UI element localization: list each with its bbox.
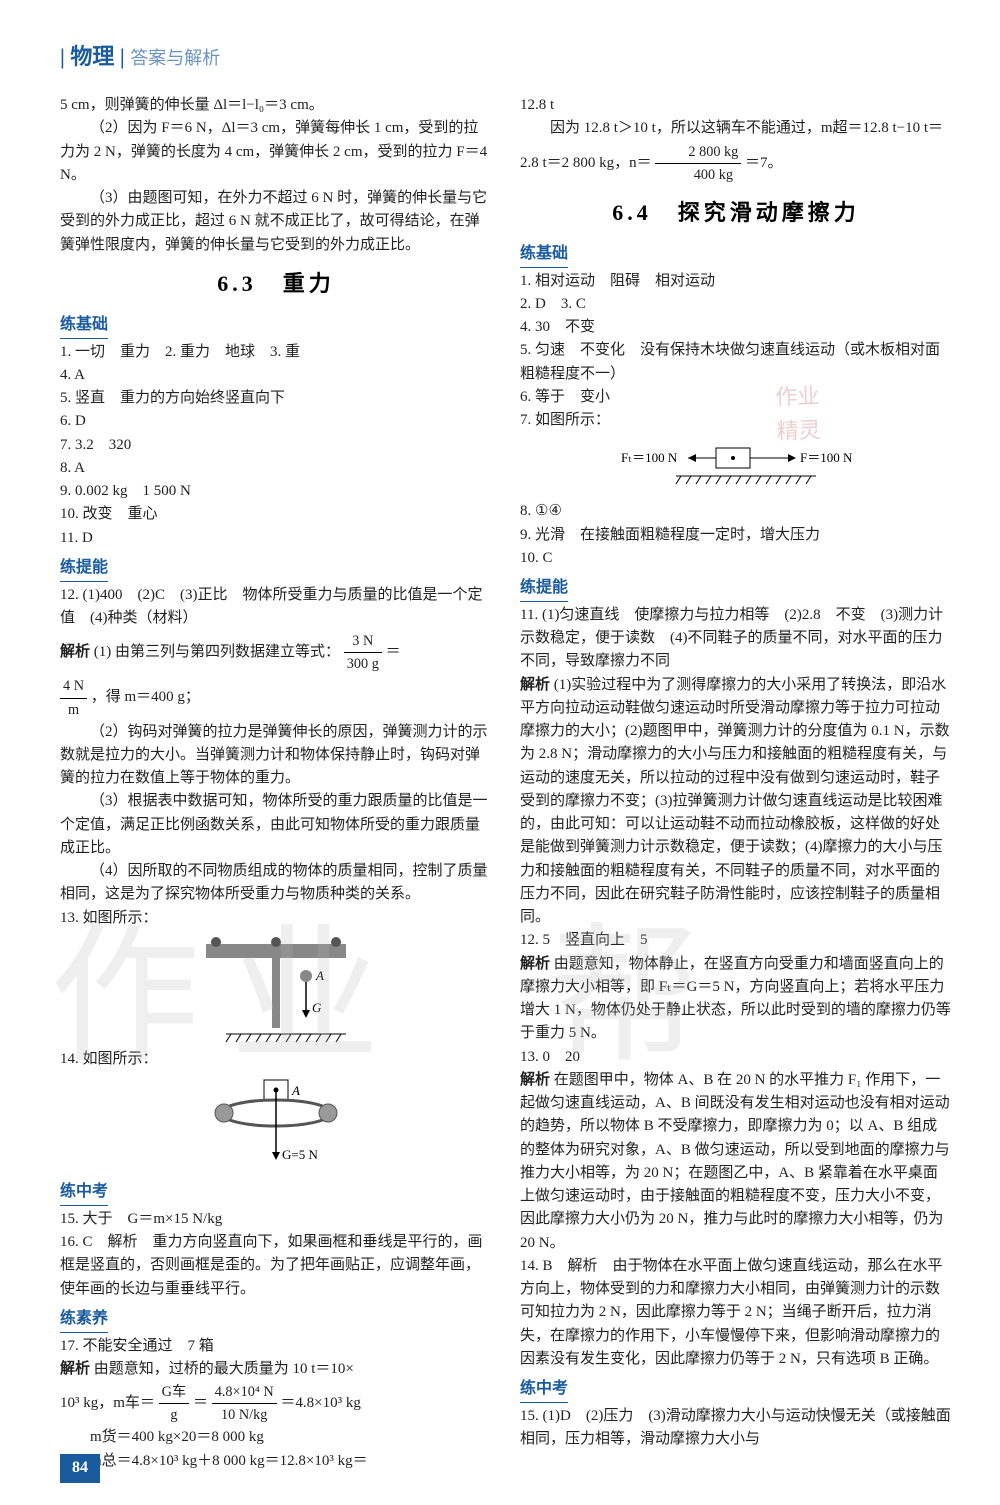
list-item: 2. D 3. C xyxy=(520,293,952,316)
figure-14: A G=5 N xyxy=(186,1075,366,1170)
q13b: 解析 在题图甲中，物体 A、B 在 20 N 的水平推力 F₁ 作用下，一起做匀… xyxy=(520,1069,952,1255)
fraction: 3 N300 g xyxy=(344,630,382,675)
sub-zhongkao: 练中考 xyxy=(60,1180,108,1206)
columns: 5 cm，则弹簧的伸长量 Δl＝l−l₀＝3 cm。 （2）因为 F＝6 N，Δ… xyxy=(60,94,952,1473)
text: ＝4.8×10³ kg xyxy=(280,1395,360,1411)
list-item: 8. ①④ xyxy=(520,500,952,523)
q11b: 解析 (1)实验过程中为了测得摩擦力的大小采用了转换法，即沿水平方向拉动运动鞋做… xyxy=(520,674,952,930)
fraction: 4 Nm xyxy=(60,675,87,720)
text: (1) 由第三列与第四列数据建立等式： xyxy=(94,644,340,660)
list-item: 9. 光滑 在接触面粗糙程度一定时，增大压力 xyxy=(520,524,952,547)
q17a: 17. 不能安全通过 7 箱 xyxy=(60,1335,492,1358)
jiexi-label: 解析 xyxy=(520,677,550,693)
list-item: 5. 竖直 重力的方向始终竖直向下 xyxy=(60,387,492,410)
q17b: 解析 由题意知，过桥的最大质量为 10 t＝10× xyxy=(60,1358,492,1381)
section-6-3-title: 6.3 重力 xyxy=(60,267,492,301)
pre-line: 5 cm，则弹簧的伸长量 Δl＝l−l₀＝3 cm。 xyxy=(60,94,492,117)
sub-jichu-r: 练基础 xyxy=(520,242,568,268)
text: ，得 m＝400 g； xyxy=(91,689,200,705)
eq: ＝ xyxy=(193,1395,208,1411)
text: 10³ kg，m车＝ xyxy=(60,1395,155,1411)
list-item: 6. 等于 变小 xyxy=(520,386,952,409)
jiexi-label: 解析 xyxy=(520,1072,550,1088)
list-item: 1. 一切 重力 2. 重力 地球 3. 重 xyxy=(60,341,492,364)
fraction: G车g xyxy=(159,1381,190,1426)
sub-tineng-r: 练提能 xyxy=(520,576,568,602)
list-item: 5. 匀速 不变化 没有保持木块做匀速直线运动（或木板相对面粗糙程度不一） xyxy=(520,339,952,386)
q13a: 13. 0 20 xyxy=(520,1046,952,1069)
svg-text:A: A xyxy=(315,968,324,983)
list-item: 8. A xyxy=(60,457,492,480)
jiexi-label: 解析 xyxy=(60,644,90,660)
top-line: 因为 12.8 t＞10 t，所以这辆车不能通过，m超＝12.8 t−10 t＝… xyxy=(520,117,952,185)
q13: 13. 如图所示： xyxy=(60,907,492,930)
q12-2: （2）钩码对弹簧的拉力是弹簧伸长的原因，弹簧测力计的示数就是拉力的大小。当弹簧测… xyxy=(60,721,492,791)
q17c: 10³ kg，m车＝ G车g ＝ 4.8×10⁴ N10 N/kg ＝4.8×1… xyxy=(60,1381,492,1426)
svg-text:G=5 N: G=5 N xyxy=(282,1147,318,1162)
list-item: 6. D xyxy=(60,410,492,433)
sub-suyang: 练素养 xyxy=(60,1307,108,1333)
list-item: 11. D xyxy=(60,527,492,550)
pre-line: （3）由题图可知，在外力不超过 6 N 时，弹簧的伸长量与它受到的外力成正比，超… xyxy=(60,187,492,257)
sub-zhongkao-r: 练中考 xyxy=(520,1377,568,1403)
svg-text:G: G xyxy=(312,1000,322,1015)
text: (1)实验过程中为了测得摩擦力的大小采用了转换法，即沿水平方向拉动运动鞋做匀速运… xyxy=(520,677,950,926)
q14-r: 14. B 解析 由于物体在水平面上做匀速直线运动，那么在水平方向上，物体受到的… xyxy=(520,1255,952,1371)
sub-jichu: 练基础 xyxy=(60,313,108,339)
list-item: 10. 改变 重心 xyxy=(60,503,492,526)
q12-cont: 4 Nm ，得 m＝400 g； xyxy=(60,675,492,720)
page-number: 84 xyxy=(60,1454,100,1483)
q12-head: 12. (1)400 (2)C (3)正比 物体所受重力与质量的比值是一个定值 … xyxy=(60,584,492,631)
q12-jiexi: 解析 (1) 由第三列与第四列数据建立等式： 3 N300 g ＝ xyxy=(60,630,492,675)
fraction: 2 800 kg400 kg xyxy=(655,141,741,186)
q12b: 解析 由题意知，物体静止，在竖直方向受重力和墙面竖直向上的摩擦力大小相等，即 F… xyxy=(520,953,952,1046)
fig7-right-label: F＝100 N xyxy=(800,450,853,465)
top-line: 12.8 t xyxy=(520,94,952,117)
q12-4: （4）因所取的不同物质组成的物体的质量相同，控制了质量相同，这是为了探究物体所受… xyxy=(60,860,492,907)
pre-line: （2）因为 F＝6 N，Δl＝3 cm，弹簧每伸长 1 cm，受到的拉力为 2 … xyxy=(60,117,492,187)
section-6-4-title: 6.4 探究滑动摩擦力 xyxy=(520,196,952,230)
figure-7: Fₜ＝100 N F＝100 N xyxy=(616,436,856,496)
list-item: 7. 如图所示： xyxy=(520,409,952,432)
text: 由题意知，物体静止，在竖直方向受重力和墙面竖直向上的摩擦力大小相等，即 Fₜ＝G… xyxy=(520,956,951,1042)
q17e: m总＝4.8×10³ kg＋8 000 kg＝12.8×10³ kg＝ xyxy=(60,1450,492,1473)
q12-3: （3）根据表中数据可知，物体所受的重力跟质量的比值是一个定值，满足正比例函数关系… xyxy=(60,790,492,860)
page: 作业 帮 作业精灵 | 物理 | 答案与解析 5 cm，则弹簧的伸长量 Δl＝l… xyxy=(0,0,1000,1505)
jiexi-label: 解析 xyxy=(60,1361,90,1377)
list-item: 4. 30 不变 xyxy=(520,316,952,339)
text: ＝7。 xyxy=(745,155,783,171)
eq: ＝ xyxy=(386,644,401,660)
subject: 物理 xyxy=(70,44,114,69)
list-item: 9. 0.002 kg 1 500 N xyxy=(60,480,492,503)
sub-tineng: 练提能 xyxy=(60,556,108,582)
q12a: 12. 5 竖直向上 5 xyxy=(520,929,952,952)
list-item: 4. A xyxy=(60,364,492,387)
jiexi-label: 解析 xyxy=(520,956,550,972)
text: 由题意知，过桥的最大质量为 10 t＝10× xyxy=(94,1361,354,1377)
right-column: 12.8 t 因为 12.8 t＞10 t，所以这辆车不能通过，m超＝12.8 … xyxy=(520,94,952,1473)
q16: 16. C 解析 重力方向竖直向下，如果画框和垂线是平行的，画框是竖直的，否则画… xyxy=(60,1231,492,1301)
q11a: 11. (1)匀速直线 使摩擦力与拉力相等 (2)2.8 不变 (3)测力计示数… xyxy=(520,604,952,674)
q15-r: 15. (1)D (2)压力 (3)滑动摩擦力大小与运动快慢无关（或接触面相同，… xyxy=(520,1405,952,1452)
left-column: 5 cm，则弹簧的伸长量 Δl＝l−l₀＝3 cm。 （2）因为 F＝6 N，Δ… xyxy=(60,94,492,1473)
q15: 15. 大于 G＝m×15 N/kg xyxy=(60,1208,492,1231)
text: 在题图甲中，物体 A、B 在 20 N 的水平推力 F₁ 作用下，一起做匀速直线… xyxy=(520,1072,950,1251)
list-item: 10. C xyxy=(520,547,952,570)
figure-13: A G xyxy=(186,934,366,1044)
page-header: | 物理 | 答案与解析 xyxy=(60,40,952,74)
fraction: 4.8×10⁴ N10 N/kg xyxy=(212,1381,277,1426)
fig7-left-label: Fₜ＝100 N xyxy=(621,450,678,465)
svg-text:A: A xyxy=(291,1083,300,1098)
list-item: 1. 相对运动 阻碍 相对运动 xyxy=(520,270,952,293)
q14: 14. 如图所示： xyxy=(60,1048,492,1071)
q17d: m货＝400 kg×20＝8 000 kg xyxy=(60,1426,492,1449)
list-item: 7. 3.2 320 xyxy=(60,434,492,457)
header-title: 答案与解析 xyxy=(130,48,220,68)
